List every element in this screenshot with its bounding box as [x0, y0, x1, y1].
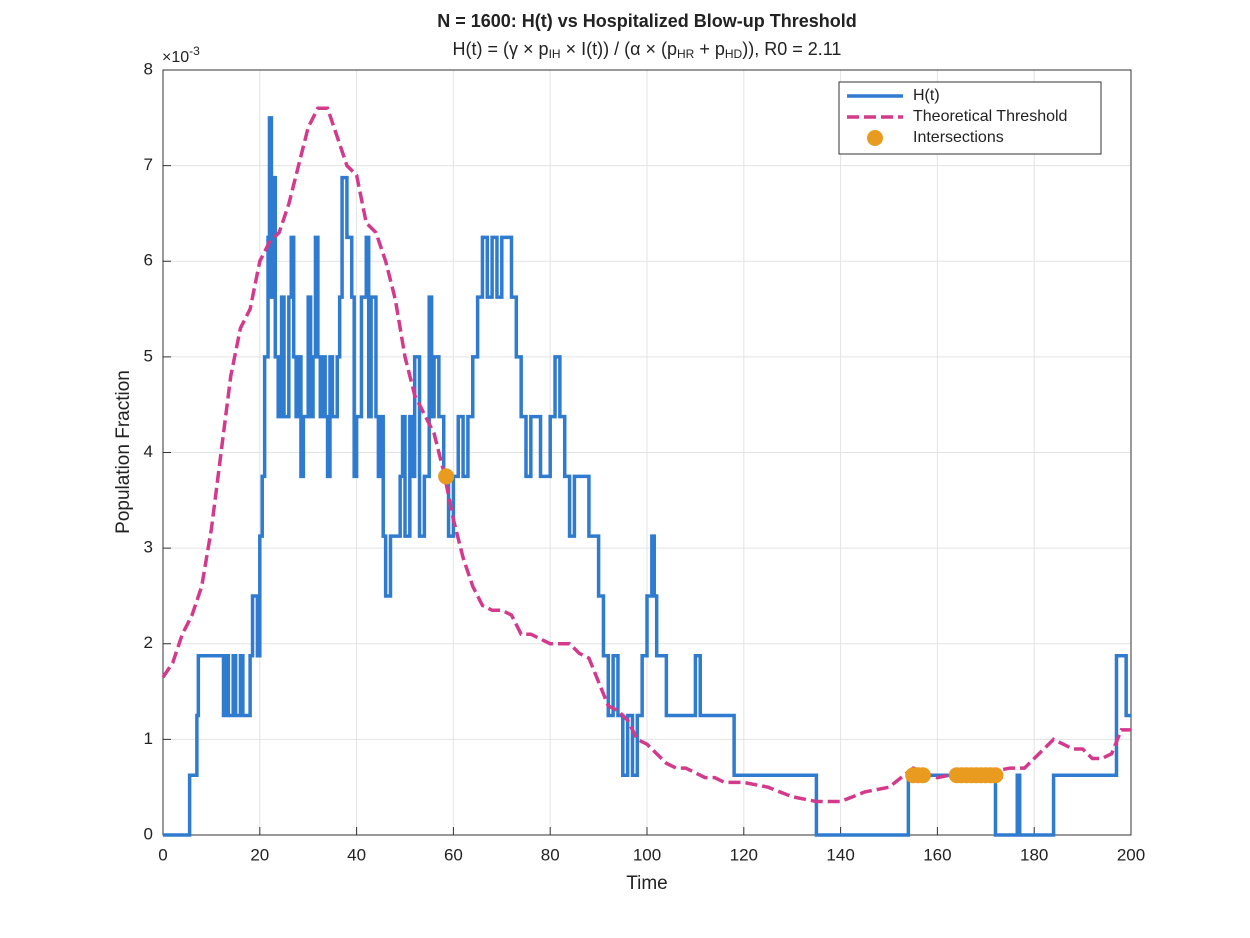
y-tick-label: 2	[144, 633, 153, 652]
chart-title: N = 1600: H(t) vs Hospitalized Blow-up T…	[437, 11, 857, 31]
x-tick-label: 200	[1117, 845, 1145, 864]
chart-subtitle: H(t) = (γ × pIH × I(t)) / (α × (pHR + pH…	[453, 39, 842, 61]
legend-label: Theoretical Threshold	[913, 108, 1067, 125]
y-multiplier-base: ×10	[162, 49, 189, 66]
subtitle-subscript: HR	[677, 47, 695, 61]
subtitle-text: H(t) = (γ × p	[453, 39, 549, 59]
x-tick-label: 120	[730, 845, 758, 864]
x-tick-label: 80	[541, 845, 560, 864]
y-multiplier: ×10-3	[162, 44, 200, 66]
subtitle-subscript: HD	[725, 47, 743, 61]
line-series	[161, 106, 1131, 804]
y-tick-label: 4	[144, 442, 153, 461]
y-tick-label: 1	[144, 729, 153, 748]
x-tick-label: 140	[826, 845, 854, 864]
subtitle-subscript: IH	[549, 47, 561, 61]
x-tick-label: 20	[250, 845, 269, 864]
x-axis-label: Time	[626, 873, 668, 894]
subtitle-text: × I(t)) / (α × (p	[561, 39, 677, 59]
y-tick-label: 8	[144, 59, 153, 78]
y-tick-label: 6	[144, 251, 153, 270]
y-multiplier-exponent: -3	[189, 44, 200, 58]
intersection-marker	[438, 468, 455, 485]
x-tick-label: 40	[347, 845, 366, 864]
plot-frame	[162, 69, 1132, 836]
x-tick-label: 100	[633, 845, 661, 864]
x-tick-label: 180	[1020, 845, 1048, 864]
intersection-marker	[987, 767, 1004, 784]
subtitle-text: )), R0 = 2.11	[742, 39, 841, 59]
legend-label: H(t)	[913, 87, 940, 104]
legend-swatch	[867, 130, 883, 146]
line-series	[163, 116, 1131, 837]
legend-label: Intersections	[913, 129, 1004, 146]
y-tick-label: 3	[144, 538, 153, 557]
x-tick-label: 0	[158, 845, 167, 864]
subtitle-text: + p	[694, 39, 725, 59]
y-tick-label: 7	[144, 155, 153, 174]
y-axis-label: Population Fraction	[113, 370, 134, 534]
y-tick-label: 0	[144, 824, 153, 843]
x-tick-label: 60	[444, 845, 463, 864]
y-tick-label: 5	[144, 346, 153, 365]
intersection-marker	[914, 767, 931, 784]
x-tick-label: 160	[923, 845, 951, 864]
